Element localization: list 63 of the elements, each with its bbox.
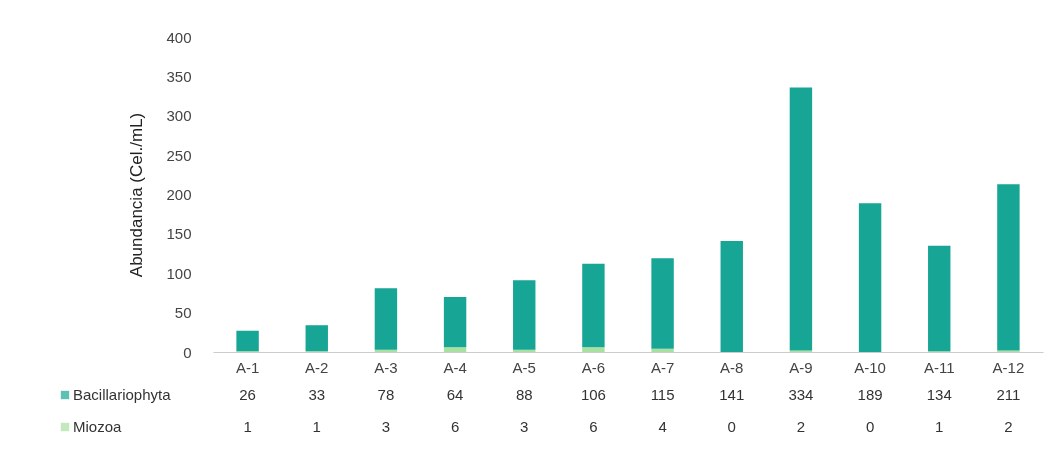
bar: [443, 296, 467, 348]
bar: [997, 184, 1020, 351]
x-tick-label: A-5: [512, 358, 536, 376]
y-tick-label: 200: [166, 186, 192, 203]
data-label: 115: [650, 386, 675, 403]
data-label: 3: [520, 418, 529, 435]
y-tick-label: 0: [183, 343, 192, 361]
bar: [720, 240, 743, 352]
x-tick-label: A-1: [235, 358, 260, 376]
x-tick-label: A-4: [443, 358, 467, 376]
data-label: 0: [865, 418, 875, 435]
data-label: 106: [580, 386, 606, 403]
x-tick-label: A-10: [854, 358, 886, 376]
x-tick-label: A-3: [374, 358, 398, 376]
bar: [236, 330, 259, 352]
bar: [374, 288, 398, 350]
data-label: 1: [312, 418, 321, 435]
bar: [858, 203, 882, 352]
data-label: 334: [788, 386, 814, 403]
legend-label: Bacillariophyta: [73, 386, 172, 403]
y-tick-label: 350: [166, 67, 192, 85]
bar: [305, 325, 328, 352]
data-label: 6: [589, 418, 598, 435]
x-tick-label: A-6: [581, 358, 606, 376]
x-tick-label: A-8: [720, 358, 744, 376]
data-label: 88: [515, 386, 533, 403]
data-label: 134: [926, 386, 952, 403]
data-label: 211: [996, 386, 1021, 403]
data-label: 3: [381, 418, 391, 435]
bar: [443, 347, 467, 352]
bar: [513, 280, 536, 350]
data-label: 4: [658, 418, 667, 435]
bar: [582, 263, 605, 348]
data-label: 1: [935, 418, 944, 435]
x-tick-label: A-12: [992, 358, 1025, 376]
x-tick-label: A-7: [650, 358, 675, 376]
y-tick-label: 100: [166, 264, 192, 282]
data-label: 78: [377, 386, 395, 403]
data-label: 0: [727, 418, 736, 435]
data-label: 26: [239, 386, 256, 403]
x-tick-label: A-11: [923, 358, 955, 376]
data-label: 1: [243, 418, 252, 435]
y-tick-label: 300: [166, 107, 192, 125]
data-label: 6: [450, 418, 460, 435]
bar: [651, 348, 674, 352]
data-label: 141: [719, 386, 745, 403]
data-label: 33: [308, 386, 326, 403]
data-label: 2: [1004, 418, 1013, 435]
legend-label: Miozoa: [73, 418, 123, 435]
bar: [651, 258, 674, 349]
y-tick-label: 250: [166, 146, 192, 164]
y-tick-label: 50: [174, 304, 192, 322]
y-tick-label: 400: [166, 28, 192, 46]
data-label: 64: [446, 386, 464, 403]
x-tick-label: A-2: [305, 358, 329, 376]
bar: [582, 347, 605, 352]
data-label: 189: [857, 386, 883, 403]
bar: [789, 87, 813, 351]
data-label: 2: [796, 418, 806, 435]
y-axis-title: Abundancia (Cel./mL): [127, 112, 147, 278]
bar: [928, 245, 951, 352]
x-tick-label: A-9: [789, 358, 813, 376]
y-tick-label: 150: [166, 225, 192, 243]
